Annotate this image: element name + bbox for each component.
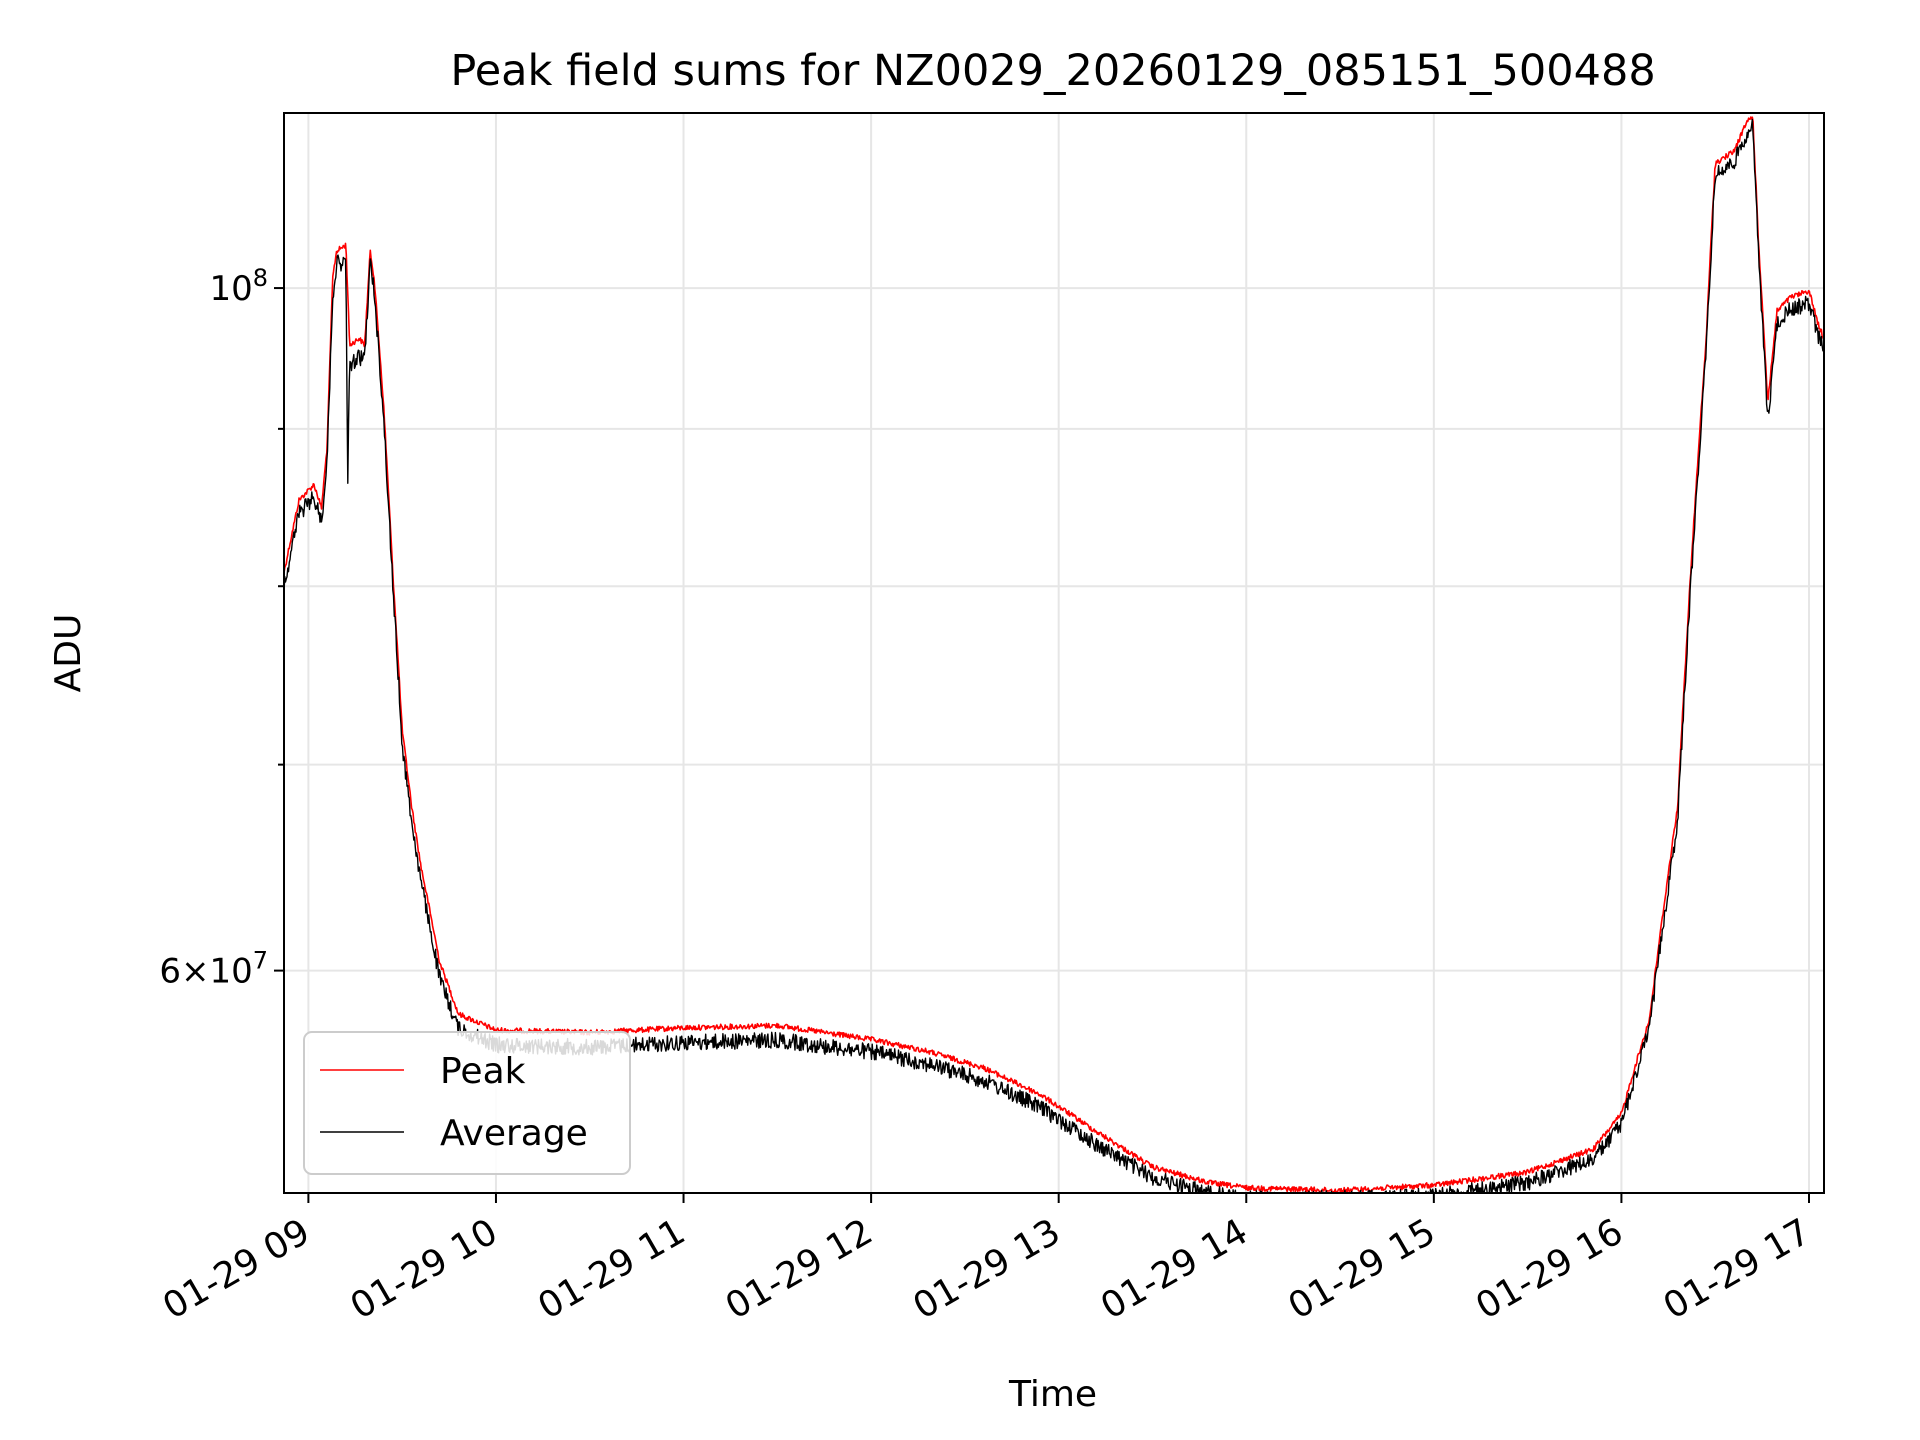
legend-label-peak: Peak (440, 1051, 526, 1092)
y-tick-mantissa: 6 (159, 952, 181, 992)
x-axis-label: Time (1008, 1374, 1097, 1415)
plot-frame (283, 112, 1825, 1194)
legend-label-average: Average (440, 1113, 588, 1154)
y-tick-times-sign: ×10 (181, 952, 253, 992)
y-tick-exponent: 8 (253, 264, 268, 292)
y-tick-label: 108 (209, 264, 268, 309)
y-tick-label: 6×107 (159, 947, 268, 992)
legend: Peak Average (303, 1031, 631, 1175)
chart-title: Peak field sums for NZ0029_20260129_0851… (450, 46, 1655, 96)
y-tick-exponent: 7 (253, 947, 268, 975)
legend-box (303, 1031, 631, 1175)
y-tick-base: 10 (209, 269, 252, 309)
y-axis-label: ADU (48, 614, 89, 693)
